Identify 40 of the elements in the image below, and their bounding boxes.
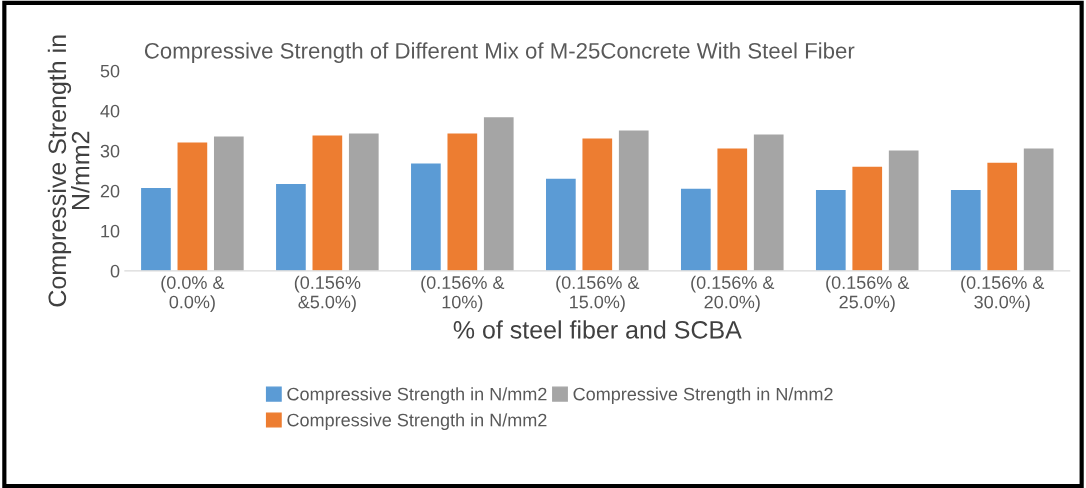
bar (312, 135, 343, 271)
bar (1023, 148, 1054, 271)
bar (582, 138, 613, 271)
bar (987, 162, 1018, 271)
bar (348, 133, 379, 271)
bar (680, 188, 711, 271)
y-axis-title: Compressive Strength in N/mm2 (47, 35, 90, 307)
y-tick-label: 10 (101, 224, 120, 238)
x-tick-label: (0.156% & 10%) (421, 275, 505, 312)
legend-label: Compressive Strength in N/mm2 (287, 387, 547, 405)
bar (213, 136, 244, 271)
legend-label: Compressive Strength in N/mm2 (573, 387, 833, 405)
x-tick-label: (0.156% &5.0%) (294, 275, 361, 312)
bar (546, 178, 576, 271)
bar (618, 130, 649, 271)
bar (717, 148, 748, 271)
bar (141, 188, 171, 271)
y-tick-label: 20 (100, 184, 120, 198)
x-tick-label: (0.156% & 25.0%) (826, 275, 910, 312)
x-axis-title: % of steel fiber and SCBA (453, 320, 742, 339)
bar (888, 150, 919, 271)
bar (815, 190, 846, 271)
bar (753, 134, 784, 271)
bar (950, 190, 981, 271)
x-tick-label: (0.156% & 30.0%) (961, 275, 1045, 312)
x-tick-label: (0.156% & 15.0%) (556, 275, 640, 312)
chart-title: Compressive Strength of Different Mix of M-25Concrete With Steel Fiber (144, 42, 855, 64)
y-tick-label: 30 (100, 144, 120, 158)
x-tick-label: (0.156% & 20.0%) (691, 275, 775, 312)
bar (447, 133, 478, 271)
bar (276, 184, 306, 271)
bar (852, 166, 883, 271)
y-tick-label: 50 (100, 64, 120, 78)
y-tick-label: 40 (100, 104, 120, 118)
legend-label: Compressive Strength in N/mm2 (287, 413, 547, 431)
bar (177, 142, 208, 271)
bar (411, 163, 441, 271)
bar (483, 117, 514, 271)
y-tick-label: 0 (110, 264, 120, 278)
x-tick-label: (0.0% & 0.0%) (161, 275, 225, 312)
